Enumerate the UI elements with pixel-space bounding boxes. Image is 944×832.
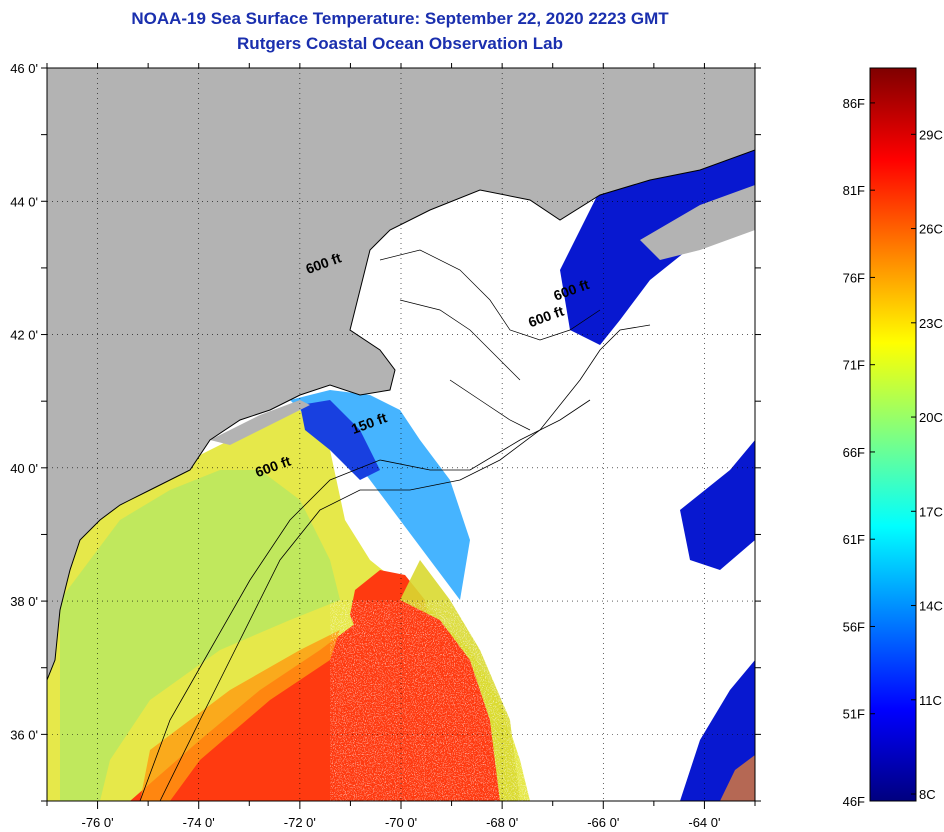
coastline <box>47 149 755 681</box>
longitude-tick-label: -74 0' <box>183 815 215 830</box>
longitude-tick-label: -70 0' <box>385 815 417 830</box>
map-imagery <box>47 68 755 801</box>
fahrenheit-tick-label: 56F <box>843 619 865 634</box>
longitude-tick-label: -72 0' <box>284 815 316 830</box>
latitude-tick-label: 46 0' <box>10 61 38 76</box>
nova-scotia <box>640 185 755 260</box>
celsius-tick-label: 20C <box>919 410 943 425</box>
celsius-tick-label: 14C <box>919 599 943 614</box>
orange-band <box>140 630 340 801</box>
celsius-tick-label: 8C <box>919 787 936 802</box>
slope-water-blue <box>300 400 380 480</box>
latitude-tick-label: 44 0' <box>10 194 38 209</box>
shelf-water-green <box>60 470 340 801</box>
colorbar-ticks: 86F 81F 76F 71F 66F 61F 56F 51F 46F 29C 26C 23C 20C 1… <box>843 96 943 809</box>
south-east-warm <box>720 755 755 801</box>
celsius-tick-label: 29C <box>919 127 943 142</box>
slope-water-cyan <box>290 390 470 600</box>
longitude-tick-label: -76 0' <box>82 815 114 830</box>
scotian-patch <box>680 440 755 570</box>
fahrenheit-tick-label: 86F <box>843 96 865 111</box>
fahrenheit-tick-label: 76F <box>843 270 865 285</box>
axis-ticks: -76 0' -74 0' -72 0' -70 0' -68 0' -66 0' -64 … <box>10 61 761 830</box>
fahrenheit-tick-label: 46F <box>843 794 865 809</box>
longitude-tick-label: -66 0' <box>587 815 619 830</box>
celsius-tick-label: 23C <box>919 316 943 331</box>
fahrenheit-tick-label: 66F <box>843 445 865 460</box>
fahrenheit-tick-label: 61F <box>843 532 865 547</box>
figure-subtitle: Rutgers Coastal Ocean Observation Lab <box>237 34 563 53</box>
gulf-of-maine-contours <box>379 249 601 431</box>
cloud-speckle <box>330 600 530 801</box>
fahrenheit-tick-label: 71F <box>843 358 865 373</box>
long-island <box>210 400 310 445</box>
longitude-tick-label: -64 0' <box>688 815 720 830</box>
fahrenheit-tick-label: 51F <box>843 707 865 722</box>
celsius-tick-label: 26C <box>919 222 943 237</box>
isobath-150ft <box>139 399 591 801</box>
latitude-tick-label: 40 0' <box>10 461 38 476</box>
isobath-600ft <box>159 324 651 801</box>
fahrenheit-tick-label: 81F <box>843 183 865 198</box>
latitude-tick-label: 36 0' <box>10 727 38 742</box>
south-east-blue <box>680 660 755 801</box>
celsius-tick-label: 17C <box>919 504 943 519</box>
colorbar-gradient <box>869 67 917 802</box>
temperature-colorbar: 86F 81F 76F 71F 66F 61F 56F 51F 46F 29C 26C 23C 20C 1… <box>843 67 943 809</box>
longitude-tick-label: -68 0' <box>486 815 518 830</box>
figure-title: NOAA-19 Sea Surface Temperature: Septemb… <box>131 9 669 28</box>
latitude-tick-label: 42 0' <box>10 328 38 343</box>
land-mass <box>47 68 755 680</box>
celsius-tick-label: 11C <box>919 693 942 708</box>
latitude-tick-label: 38 0' <box>10 594 38 609</box>
